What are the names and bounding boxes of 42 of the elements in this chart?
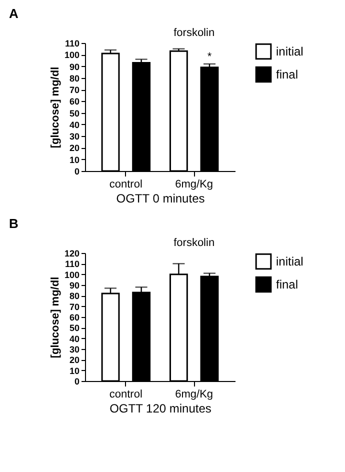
y-tick-label: 80 [69,291,80,302]
y-tick-label: 40 [69,120,80,130]
x-tick-label: 6mg/Kg [175,178,214,190]
y-tick-label: 50 [69,323,80,334]
y-tick-label: 110 [64,38,80,48]
y-tick-label: 120 [64,248,80,258]
y-tick-label: 10 [69,366,80,376]
text: forskolin [174,237,215,249]
legend-label: final [276,68,298,82]
legend-label: final [276,278,298,292]
annotation: * [207,50,212,63]
y-tick-label: 90 [69,280,80,290]
y-axis-title: [glucose] mg/dl [49,276,62,358]
y-tick-label: 60 [69,312,80,322]
x-axis-title: OGTT 0 minutes [116,192,205,206]
y-tick-label: 20 [69,355,80,366]
x-tick-label: 6mg/Kg [175,388,214,400]
y-tick-label: 0 [74,166,80,176]
y-tick-label: 20 [69,143,80,154]
y-tick-label: 70 [69,302,80,312]
y-tick-label: 30 [69,344,80,354]
chart-title: B [8,216,18,231]
y-tick-label: 110 [64,259,80,270]
y-tick-label: 100 [64,50,80,60]
x-tick-label: control [109,178,142,190]
y-tick-label: 0 [74,376,80,386]
y-tick-label: 70 [69,85,80,96]
x-tick-label: control [109,388,142,400]
y-tick-label: 100 [64,270,80,280]
y-tick-label: 80 [69,73,80,84]
legend-label: initial [276,44,304,58]
y-tick-label: 10 [69,154,80,165]
chart-title: A [8,6,19,21]
x-axis-title: OGTT 120 minutes [110,402,212,416]
y-axis-title: [glucose] mg/dl [49,66,62,148]
legend-label: initial [276,254,304,268]
y-tick-label: 30 [69,132,80,142]
y-tick-label: 90 [69,62,80,72]
text: forskolin [174,27,215,39]
y-tick-label: 60 [69,96,80,107]
y-tick-label: 50 [69,108,80,118]
y-tick-label: 40 [69,334,80,344]
